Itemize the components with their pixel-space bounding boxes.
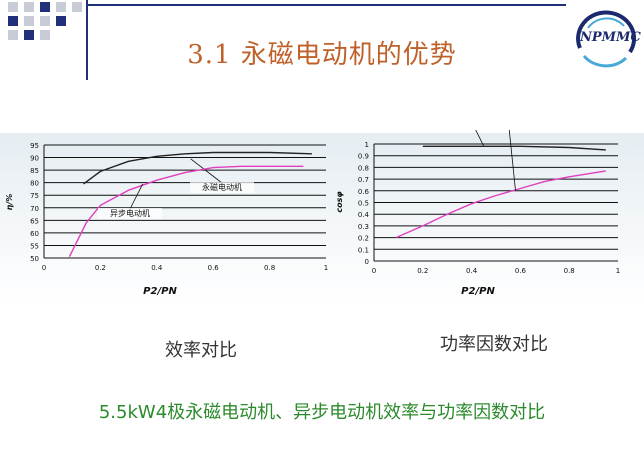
y-tick-label: 85 — [30, 167, 39, 175]
y-tick-label: 0.5 — [358, 200, 369, 208]
decor-square — [40, 16, 50, 26]
decor-square — [8, 2, 18, 12]
decor-square — [24, 30, 34, 40]
logo-swirl-icon — [576, 10, 636, 68]
y-tick-label: 90 — [30, 155, 39, 163]
x-tick-label: 0.2 — [417, 267, 428, 275]
y-tick-label: 0.4 — [358, 211, 370, 219]
series-line — [422, 145, 606, 151]
x-tick-label: 0.4 — [151, 264, 163, 272]
slide-title: 3.1 永磁电动机的优势 — [187, 40, 457, 70]
decor-square — [56, 2, 66, 12]
x-tick-label: 1 — [324, 264, 328, 272]
caption-efficiency: 效率对比 — [165, 340, 237, 361]
annotation-bg — [98, 208, 162, 219]
decor-square — [40, 2, 50, 12]
y-tick-label: 75 — [30, 192, 39, 200]
x-tick-label: 0 — [372, 267, 376, 275]
x-axis-label: P2/PN — [143, 286, 177, 297]
efficiency-chart: 50 55 60 65 70 75 80 85 90 95 0 0.2 0.4 0.6 0.8 1 η/% P2/… — [5, 142, 328, 297]
y-tick-label: 0.1 — [358, 246, 369, 254]
x-tick-label: 0.8 — [264, 264, 275, 272]
decor-square — [56, 16, 66, 26]
x-tick-label: 0.2 — [95, 264, 106, 272]
caption-power-factor: 功率因数对比 — [440, 334, 548, 355]
top-decoration — [0, 0, 644, 40]
annotation-leader — [129, 183, 144, 210]
x-tick-label: 0.8 — [564, 267, 575, 275]
power-factor-chart: 0 0.1 0.2 0.3 0.4 0.5 0.6 0.7 0.8 0.9 1 0 0.2 0.4 0.6 0… — [335, 130, 620, 297]
decor-square — [40, 30, 50, 40]
y-tick-label: 60 — [30, 230, 39, 238]
series-line — [83, 151, 312, 185]
annotation-leader — [508, 130, 516, 191]
y-tick-label: 0.6 — [358, 188, 370, 196]
y-tick-label: 65 — [30, 217, 39, 225]
y-tick-label: 0.7 — [358, 176, 369, 184]
logo-text: NPMMC — [580, 30, 641, 45]
x-tick-label: 0.4 — [466, 267, 478, 275]
bottom-summary: 5.5kW4极永磁电动机、异步电动机效率与功率因数对比 — [98, 402, 546, 423]
y-tick-label: 70 — [30, 205, 39, 213]
decor-square — [24, 2, 34, 12]
y-tick-label: 0.9 — [358, 153, 369, 161]
y-tick-label: 0 — [365, 258, 369, 266]
y-tick-label: 0.2 — [358, 235, 369, 243]
decor-square — [8, 30, 18, 40]
x-tick-label: 1 — [616, 267, 620, 275]
annotation-bg — [190, 182, 254, 193]
decor-line — [86, 4, 566, 6]
y-axis-label: cosφ — [335, 191, 344, 213]
series-label: 永磁电动机 — [202, 182, 242, 192]
y-axis-label: η/% — [5, 194, 14, 211]
x-tick-label: 0 — [42, 264, 46, 272]
decor-square — [8, 16, 18, 26]
series-label: 异步电动机 — [110, 208, 150, 218]
annotation-leader — [190, 158, 223, 184]
y-tick-label: 95 — [30, 142, 39, 150]
y-tick-label: 80 — [30, 180, 39, 188]
decor-square — [24, 16, 34, 26]
series-line — [395, 170, 606, 239]
y-tick-label: 0.3 — [358, 223, 369, 231]
x-tick-label: 0.6 — [515, 267, 527, 275]
decor-line — [86, 0, 88, 80]
x-tick-label: 0.6 — [208, 264, 220, 272]
y-tick-label: 50 — [30, 255, 39, 263]
decor-square — [72, 2, 82, 12]
y-tick-label: 0.8 — [358, 164, 369, 172]
y-tick-label: 55 — [30, 242, 39, 250]
y-tick-label: 1 — [365, 141, 369, 149]
series-line — [68, 165, 304, 258]
x-axis-label: P2/PN — [461, 286, 495, 297]
